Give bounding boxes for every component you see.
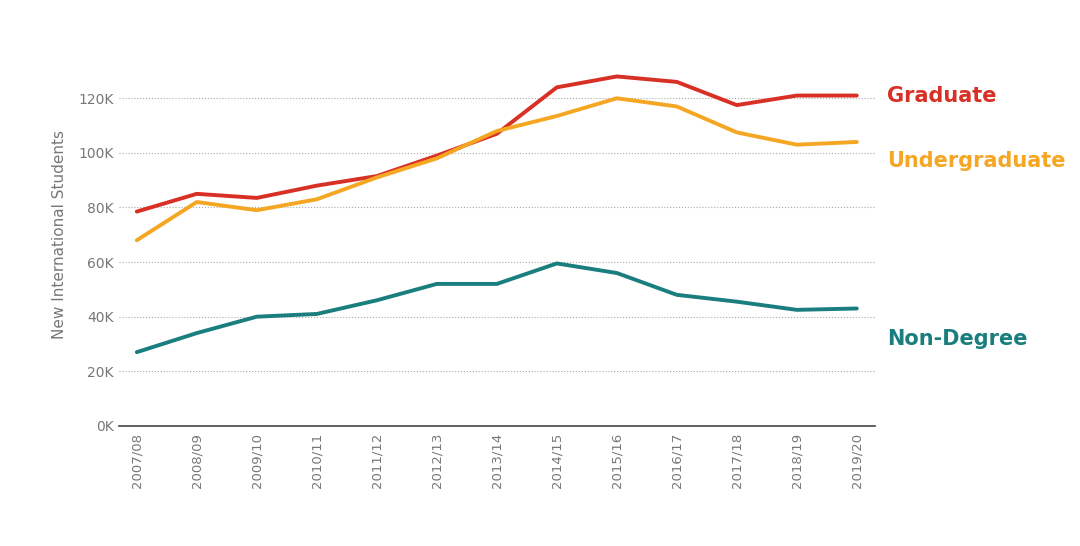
- Text: Undergraduate: Undergraduate: [887, 151, 1065, 171]
- Text: Non-Degree: Non-Degree: [887, 329, 1027, 348]
- Text: Graduate: Graduate: [887, 86, 996, 105]
- Y-axis label: New International Students: New International Students: [53, 130, 67, 339]
